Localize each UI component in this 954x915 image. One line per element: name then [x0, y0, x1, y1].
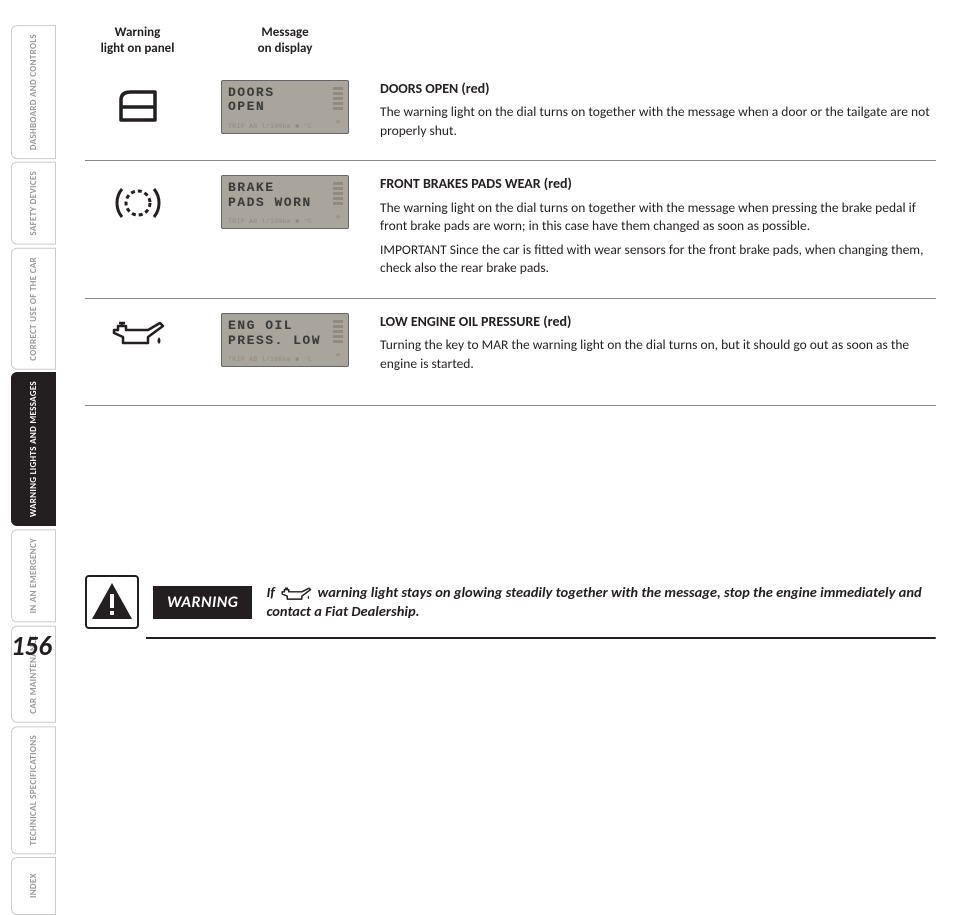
display-col: BRAKEPADS WORN TRIP AB l/100km ■ °C ⌖	[215, 175, 355, 284]
main-content: Warninglight on panel Messageon display …	[85, 25, 936, 406]
description-text: IMPORTANT Since the car is fitted with w…	[380, 241, 936, 277]
display-col: ENG OILPRESS. LOW TRIP AB l/100km ■ °C ⌖	[215, 313, 355, 379]
warning-row: BRAKEPADS WORN TRIP AB l/100km ■ °C ⌖ FRONT…	[85, 160, 936, 298]
lcd-line1: ENG OIL	[228, 319, 342, 334]
warning-row: DOORSOPEN TRIP AB l/100km ■ °C ⌖ DOORS OPEN…	[85, 66, 936, 160]
table-headers: Warninglight on panel Messageon display	[85, 25, 936, 58]
lcd-gauge: ⌖	[333, 182, 343, 222]
sidebar-tab[interactable]: IN AN EMERGENCY	[11, 529, 56, 622]
warning-triangle-icon	[85, 575, 139, 629]
warning-title: DOORS OPEN (red)	[380, 80, 936, 99]
warning-light-icon	[85, 80, 190, 146]
page-number: 156	[11, 630, 52, 663]
sidebar-tab[interactable]: SAFETY DEVICES	[11, 162, 56, 245]
sidebar-tab[interactable]: CORRECT USE OF THE CAR	[11, 248, 56, 370]
lcd-gauge: ⌖	[333, 87, 343, 127]
lcd-subtext: TRIP AB l/100km ■ °C	[228, 218, 312, 225]
sidebar-tab[interactable]: INDEX	[11, 857, 56, 915]
warning-title: FRONT BRAKES PADS WEAR (red)	[380, 175, 936, 194]
warning-row: ENG OILPRESS. LOW TRIP AB l/100km ■ °C ⌖ LO…	[85, 298, 936, 393]
display-col: DOORSOPEN TRIP AB l/100km ■ °C ⌖	[215, 80, 355, 146]
sidebar-tab[interactable]: TECHNICAL SPECIFICATIONS	[11, 726, 56, 854]
sidebar-tab[interactable]: WARNING LIGHTS AND MESSAGES	[11, 372, 56, 526]
lcd-gauge: ⌖	[333, 320, 343, 360]
lcd-display: ENG OILPRESS. LOW TRIP AB l/100km ■ °C ⌖	[221, 313, 349, 367]
description-text: The warning light on the dial turns on t…	[380, 103, 936, 139]
description-col: FRONT BRAKES PADS WEAR (red) The warning …	[380, 175, 936, 284]
sidebar-tab[interactable]: DASHBOARD AND CONTROLS	[11, 25, 56, 159]
description-col: DOORS OPEN (red) The warning light on the…	[380, 80, 936, 146]
warning-label: WARNING	[153, 586, 252, 619]
divider	[85, 405, 936, 406]
lcd-line2: PRESS. LOW	[228, 334, 342, 349]
warning-underline	[146, 637, 936, 639]
lcd-subtext: TRIP AB l/100km ■ °C	[228, 356, 312, 363]
warning-callout: WARNING If warning light stays on glowin…	[85, 571, 936, 633]
header-message-display: Messageon display	[215, 25, 355, 58]
warning-text: If warning light stays on glowing steadi…	[266, 583, 936, 621]
lcd-display: BRAKEPADS WORN TRIP AB l/100km ■ °C ⌖	[221, 175, 349, 229]
lcd-line1: DOORS	[228, 86, 342, 101]
description-text: Turning the key to MAR the warning light…	[380, 336, 936, 372]
sidebar-tabs: DASHBOARD AND CONTROLSSAFETY DEVICESCORR…	[11, 25, 56, 915]
lcd-subtext: TRIP AB l/100km ■ °C	[228, 123, 312, 130]
oil-can-icon	[280, 586, 312, 602]
lcd-line1: BRAKE	[228, 181, 342, 196]
header-warning-light: Warninglight on panel	[85, 25, 190, 58]
description-col: LOW ENGINE OIL PRESSURE (red) Turning the…	[380, 313, 936, 379]
warning-light-icon	[85, 175, 190, 284]
warning-title: LOW ENGINE OIL PRESSURE (red)	[380, 313, 936, 332]
lcd-line2: OPEN	[228, 100, 342, 115]
lcd-line2: PADS WORN	[228, 196, 342, 211]
lcd-display: DOORSOPEN TRIP AB l/100km ■ °C ⌖	[221, 80, 349, 134]
warning-light-icon	[85, 313, 190, 379]
description-text: The warning light on the dial turns on t…	[380, 199, 936, 235]
